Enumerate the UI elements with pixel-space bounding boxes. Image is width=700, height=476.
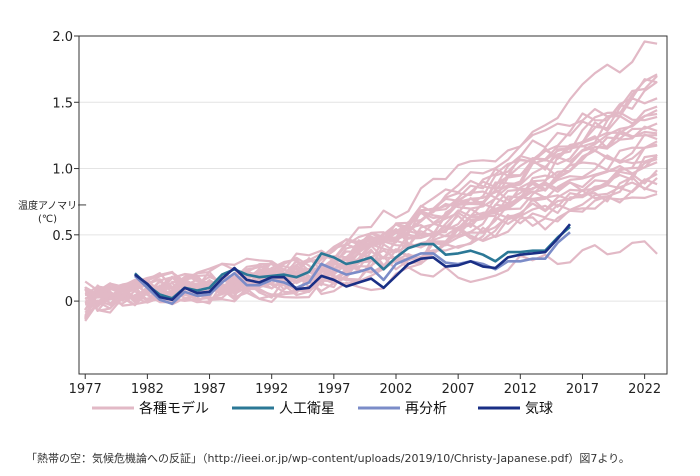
model-run-line bbox=[85, 40, 658, 298]
x-tick-label: 2012 bbox=[504, 382, 537, 397]
y-tick-label: 0.5 bbox=[52, 229, 73, 244]
x-tick-label: 2007 bbox=[442, 382, 475, 397]
observation-series bbox=[134, 223, 571, 306]
x-tick-label: 1987 bbox=[193, 382, 226, 397]
x-tick-label: 1982 bbox=[131, 382, 164, 397]
model-ensemble bbox=[84, 40, 658, 322]
plot-frame bbox=[78, 35, 668, 375]
legend-label-1: 人工衛星 bbox=[279, 401, 335, 417]
model-run-line bbox=[84, 78, 658, 306]
legend-label-3: 気球 bbox=[525, 401, 553, 417]
y-tick-label: 1.5 bbox=[52, 96, 73, 111]
legend-label-2: 再分析 bbox=[405, 401, 447, 417]
x-tick-label: 2017 bbox=[566, 382, 599, 397]
y-tick-label: 1.0 bbox=[52, 163, 73, 178]
x-tick-label: 2022 bbox=[628, 382, 661, 397]
y-axis-label-line2: (℃) bbox=[38, 214, 57, 225]
series-line-1 bbox=[134, 231, 571, 306]
x-tick-label: 1997 bbox=[317, 382, 350, 397]
y-axis-label-line1: 温度アノマリー bbox=[18, 199, 87, 212]
x-tick-label: 1992 bbox=[255, 382, 288, 397]
chart-svg: 1977 1982 1987 1992 1997 2002 2007 2012 2017 2022… bbox=[18, 30, 668, 417]
model-run-line bbox=[84, 73, 658, 312]
x-tick-label: 2002 bbox=[379, 382, 412, 397]
legend: 各種モデル 人工衛星 再分析 気球 bbox=[92, 400, 553, 417]
legend-label-0: 各種モデル bbox=[139, 400, 209, 417]
source-caption: 「熱帯の空：気候危機論への反証」（http://ieei.or.jp/wp-co… bbox=[26, 452, 630, 465]
series-line-0 bbox=[134, 225, 571, 300]
y-tick-label: 0 bbox=[65, 295, 73, 310]
y-tick-label: 2.0 bbox=[52, 30, 73, 45]
series-line-2 bbox=[134, 223, 571, 302]
axis-ticks: 1977 1982 1987 1992 1997 2002 2007 2012 2017 2022… bbox=[52, 30, 661, 397]
x-tick-label: 1977 bbox=[69, 382, 102, 397]
